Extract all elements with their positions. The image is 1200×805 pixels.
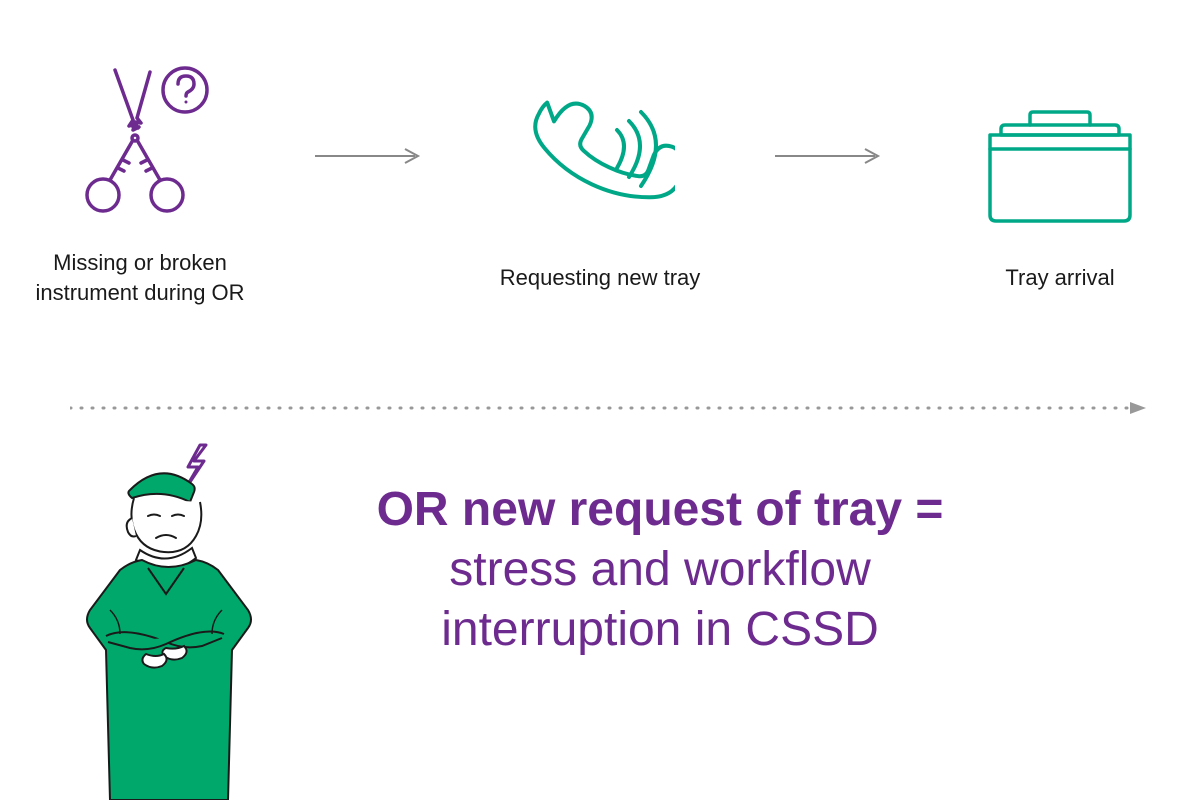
flow-arrow-2 (770, 146, 890, 171)
step-tray-arrival: Tray arrival (930, 75, 1190, 293)
scissors-question-icon (55, 60, 225, 230)
bottom-message-section: OR new request of tray = stress and work… (70, 440, 1050, 805)
step-label-2: Requesting new tray (500, 263, 701, 293)
step-broken-instrument: Missing or brokeninstrument during OR (10, 60, 270, 307)
message-text: OR new request of tray = stress and work… (270, 480, 1050, 660)
message-light-line-1: stress and workflow (270, 540, 1050, 600)
message-bold-line: OR new request of tray = (270, 480, 1050, 540)
step-requesting-tray: Requesting new tray (470, 75, 730, 293)
tray-icon (960, 75, 1160, 245)
flow-arrow-1 (310, 146, 430, 171)
message-light-line-2: interruption in CSSD (270, 600, 1050, 660)
dotted-timeline (70, 400, 1150, 421)
phone-icon (525, 75, 675, 245)
workflow-flow-row: Missing or brokeninstrument during OR Re… (0, 60, 1200, 307)
step-label-1: Missing or brokeninstrument during OR (35, 248, 244, 307)
surgeon-illustration (70, 440, 270, 805)
step-label-3: Tray arrival (1005, 263, 1114, 293)
